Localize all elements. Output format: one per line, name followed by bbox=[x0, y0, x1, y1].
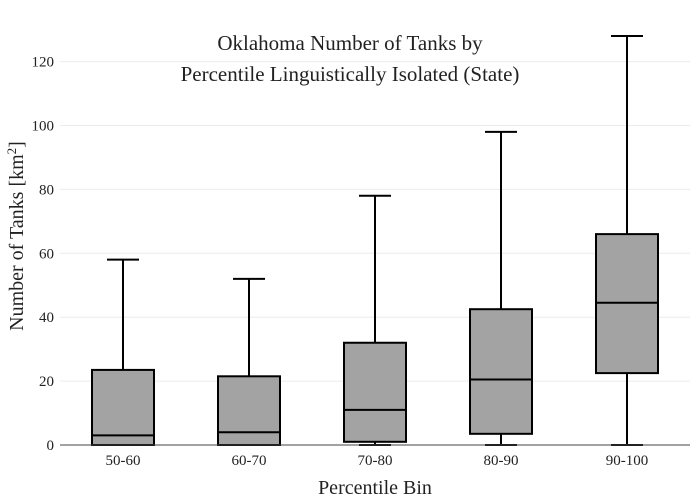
iqr-box bbox=[217, 375, 281, 446]
box-90-100 bbox=[595, 35, 659, 446]
y-axis-title-superscript: 2 bbox=[4, 148, 19, 155]
y-tick-label: 100 bbox=[32, 118, 55, 134]
box-60-70 bbox=[217, 277, 281, 446]
y-axis-title-end: ] bbox=[6, 141, 28, 148]
x-tick-label: 90-100 bbox=[606, 453, 649, 469]
box-80-90 bbox=[469, 130, 533, 446]
box-series bbox=[91, 35, 659, 446]
axes: 0 20 40 60 80 100 120 50-60 60-70 70-80 80-90 90-10… bbox=[32, 55, 690, 469]
x-tick-label: 50-60 bbox=[106, 453, 141, 469]
y-tick-label: 0 bbox=[47, 438, 55, 454]
x-axis-title: Percentile Bin bbox=[318, 477, 432, 499]
y-tick-label: 20 bbox=[39, 374, 54, 390]
box-50-60 bbox=[91, 258, 155, 446]
x-tick-label: 80-90 bbox=[484, 453, 519, 469]
y-tick-label: 60 bbox=[39, 246, 54, 262]
y-axis-title: Number of Tanks [km2] bbox=[4, 141, 29, 331]
y-tick-label: 40 bbox=[39, 310, 54, 326]
x-tick-label: 60-70 bbox=[232, 453, 267, 469]
iqr-box bbox=[469, 308, 533, 435]
iqr-box bbox=[343, 341, 407, 443]
y-tick-label: 80 bbox=[39, 182, 54, 198]
chart-title-line-1: Oklahoma Number of Tanks by bbox=[217, 31, 483, 55]
x-tick-label: 70-80 bbox=[358, 453, 393, 469]
y-tick-label: 120 bbox=[32, 55, 55, 71]
chart-title-line-2: Percentile Linguistically Isolated (Stat… bbox=[181, 62, 520, 86]
box-70-80 bbox=[343, 194, 407, 446]
y-axis-title-main: Number of Tanks [km bbox=[6, 154, 28, 331]
iqr-box bbox=[91, 368, 155, 446]
